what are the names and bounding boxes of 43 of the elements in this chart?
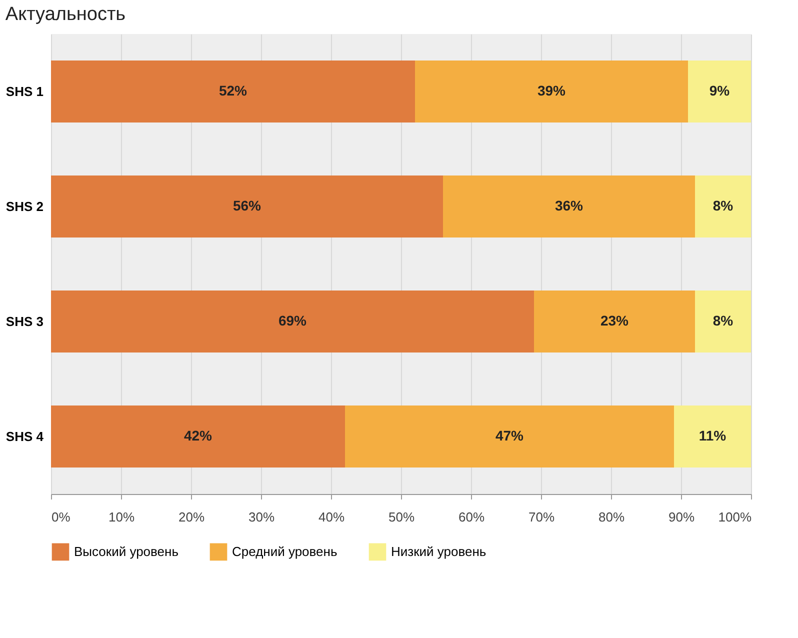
bar	[534, 290, 695, 352]
x-tick-label: 60%	[458, 510, 485, 524]
bar	[695, 176, 751, 238]
data-label: 36%	[554, 198, 584, 214]
x-tick-label: 90%	[668, 510, 695, 524]
x-tick-label: 20%	[178, 510, 205, 524]
chart-title: Актуальность	[5, 4, 126, 25]
bar	[674, 406, 751, 468]
x-tick-label: 10%	[108, 510, 135, 524]
data-label: 56%	[232, 198, 262, 214]
data-label: 23%	[600, 312, 630, 328]
bar	[51, 60, 415, 122]
x-tick-label: 30%	[248, 510, 275, 524]
data-label: 69%	[278, 312, 308, 328]
bar	[443, 176, 695, 238]
y-tick-label: SHS 2	[6, 199, 44, 214]
bar	[688, 60, 751, 122]
bar	[345, 406, 674, 468]
legend-label: Высокий уровень	[74, 544, 179, 559]
legend-label: Средний уровень	[232, 544, 338, 559]
bar	[695, 290, 751, 352]
x-tick-label: 100%	[718, 510, 752, 524]
bar	[51, 176, 443, 238]
data-label: 42%	[184, 428, 213, 444]
data-label: 39%	[537, 82, 566, 98]
y-tick-label: SHS 4	[6, 429, 44, 444]
x-tick-label: 40%	[318, 510, 345, 524]
data-label: 9%	[709, 82, 730, 98]
data-label: 52%	[218, 82, 248, 98]
y-tick-label: SHS 3	[6, 314, 44, 329]
x-tick-label: 80%	[598, 510, 625, 524]
bar	[51, 406, 345, 468]
legend-label: Низкий уровень	[391, 544, 486, 559]
bar	[415, 60, 688, 122]
bar	[51, 290, 534, 352]
data-label: 11%	[698, 428, 727, 444]
x-tick-label: 0%	[52, 510, 71, 524]
x-tick-label: 50%	[388, 510, 415, 524]
data-label: 47%	[495, 428, 524, 444]
y-tick-label: SHS 1	[6, 84, 44, 99]
x-tick-label: 70%	[528, 510, 555, 524]
data-label: 8%	[712, 312, 734, 328]
data-label: 8%	[712, 198, 734, 214]
